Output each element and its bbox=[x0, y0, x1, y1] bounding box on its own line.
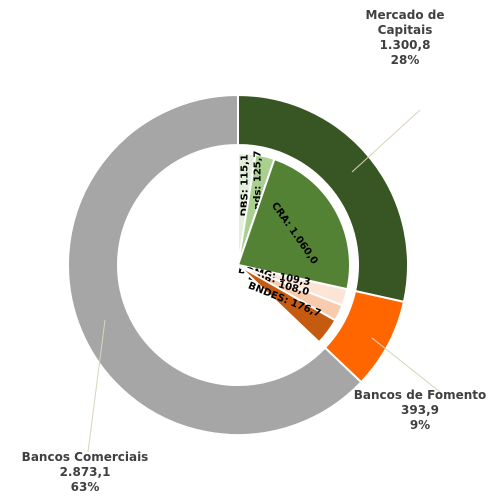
label-line: 393,9 bbox=[401, 403, 439, 417]
outer-label: Bancos Comerciais 2.873,1 63% bbox=[5, 450, 165, 495]
label-line: Mercado de Capitais bbox=[365, 8, 445, 37]
outer-label: Bancos de Fomento 393,9 9% bbox=[340, 388, 500, 433]
inner-wedge bbox=[237, 264, 337, 344]
outer-wedge bbox=[67, 93, 363, 436]
inner-label: Bonds: 125,7 bbox=[252, 150, 263, 224]
label-line: 63% bbox=[70, 480, 100, 494]
label-line: 28% bbox=[390, 53, 420, 67]
inner-label: DBS: 115,1 bbox=[239, 154, 250, 216]
label-line: Bancos de Fomento bbox=[353, 388, 487, 402]
leader-line bbox=[371, 337, 441, 393]
inner-wedge bbox=[236, 157, 351, 291]
leader-line bbox=[87, 319, 106, 453]
label-line: 9% bbox=[409, 418, 431, 432]
label-line: Bancos Comerciais bbox=[21, 450, 149, 464]
label-line: 1.300,8 bbox=[379, 38, 431, 52]
label-line: 2.873,1 bbox=[59, 465, 111, 479]
outer-label: Mercado de Capitais 1.300,8 28% bbox=[355, 8, 455, 68]
leader-line bbox=[351, 109, 421, 173]
